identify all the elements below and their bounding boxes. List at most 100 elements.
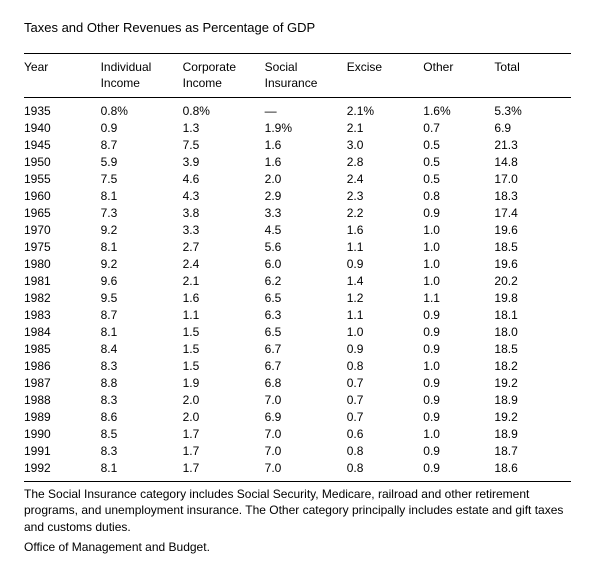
table-cell: 9.6 [101, 273, 183, 290]
table-cell: 3.3 [265, 205, 347, 222]
table-cell: 18.2 [494, 358, 571, 375]
table-row: 19758.12.75.61.11.018.5 [24, 239, 571, 256]
table-cell: 6.2 [265, 273, 347, 290]
table-cell: 0.9 [423, 392, 494, 409]
column-header: CorporateIncome [183, 54, 265, 98]
table-cell: 0.9 [423, 307, 494, 324]
table-cell: 1955 [24, 171, 101, 188]
table-cell: 2.0 [265, 171, 347, 188]
table-cell: 5.9 [101, 154, 183, 171]
table-cell: 2.4 [347, 171, 424, 188]
table-cell: 1.7 [183, 426, 265, 443]
table-cell: 1991 [24, 443, 101, 460]
table-cell: 1.3 [183, 120, 265, 137]
table-cell: 8.7 [101, 137, 183, 154]
table-cell: 7.3 [101, 205, 183, 222]
table-cell: 2.4 [183, 256, 265, 273]
table-cell: 0.9 [101, 120, 183, 137]
table-cell: 18.3 [494, 188, 571, 205]
table-cell: 18.6 [494, 460, 571, 482]
table-cell: 2.0 [183, 409, 265, 426]
table-row: 19848.11.56.51.00.918.0 [24, 324, 571, 341]
table-cell: 5.6 [265, 239, 347, 256]
table-row: 19608.14.32.92.30.818.3 [24, 188, 571, 205]
table-cell: 1.9% [265, 120, 347, 137]
table-cell: 8.5 [101, 426, 183, 443]
table-cell: 0.6 [347, 426, 424, 443]
table-cell: 5.3% [494, 98, 571, 120]
table-cell: 1980 [24, 256, 101, 273]
table-cell: 0.8 [347, 443, 424, 460]
table-cell: 0.7 [347, 392, 424, 409]
table-cell: 4.3 [183, 188, 265, 205]
table-cell: 20.2 [494, 273, 571, 290]
table-cell: 7.0 [265, 460, 347, 482]
table-cell: 1.0 [423, 358, 494, 375]
table-cell: 19.8 [494, 290, 571, 307]
table-cell: 1.6 [183, 290, 265, 307]
table-row: 19557.54.62.02.40.517.0 [24, 171, 571, 188]
table-cell: 1.0 [347, 324, 424, 341]
table-row: 19819.62.16.21.41.020.2 [24, 273, 571, 290]
table-cell: 18.7 [494, 443, 571, 460]
table-cell: 1965 [24, 205, 101, 222]
table-cell: 4.6 [183, 171, 265, 188]
table-cell: 8.8 [101, 375, 183, 392]
table-cell: 19.6 [494, 222, 571, 239]
table-row: 19505.93.91.62.80.514.8 [24, 154, 571, 171]
table-cell: 0.9 [347, 256, 424, 273]
table-cell: 17.4 [494, 205, 571, 222]
table-cell: 8.6 [101, 409, 183, 426]
table-cell: 1.1 [347, 307, 424, 324]
table-cell: 0.9 [423, 324, 494, 341]
table-cell: 18.0 [494, 324, 571, 341]
table-cell: 1935 [24, 98, 101, 120]
table-cell: 3.8 [183, 205, 265, 222]
table-cell: 0.8 [423, 188, 494, 205]
table-cell: 0.8% [183, 98, 265, 120]
table-cell: 6.0 [265, 256, 347, 273]
table-cell: 19.2 [494, 409, 571, 426]
table-cell: 8.7 [101, 307, 183, 324]
table-cell: 0.9 [423, 205, 494, 222]
table-row: 19898.62.06.90.70.919.2 [24, 409, 571, 426]
table-cell: 2.8 [347, 154, 424, 171]
revenue-table: YearIndividualIncomeCorporateIncomeSocia… [24, 53, 571, 482]
column-header: IndividualIncome [101, 54, 183, 98]
table-cell: 0.9 [423, 460, 494, 482]
table-cell: 8.4 [101, 341, 183, 358]
table-cell: 1982 [24, 290, 101, 307]
column-header: Excise [347, 54, 424, 98]
table-cell: — [265, 98, 347, 120]
table-row: 19878.81.96.80.70.919.2 [24, 375, 571, 392]
table-cell: 1986 [24, 358, 101, 375]
table-cell: 1.5 [183, 341, 265, 358]
table-cell: 18.5 [494, 341, 571, 358]
table-body: 19350.8%0.8%—2.1%1.6%5.3%19400.91.31.9%2… [24, 98, 571, 482]
table-cell: 2.7 [183, 239, 265, 256]
table-cell: 0.9 [423, 443, 494, 460]
table-cell: 6.5 [265, 290, 347, 307]
table-cell: 7.0 [265, 443, 347, 460]
footnote-text: The Social Insurance category includes S… [24, 486, 571, 535]
table-cell: 1.1 [347, 239, 424, 256]
table-cell: 14.8 [494, 154, 571, 171]
footnote-source: Office of Management and Budget. [24, 539, 571, 555]
table-cell: 8.1 [101, 188, 183, 205]
table-cell: 1983 [24, 307, 101, 324]
table-cell: 19.6 [494, 256, 571, 273]
table-cell: 1.5 [183, 358, 265, 375]
table-cell: 6.7 [265, 358, 347, 375]
table-cell: 1.2 [347, 290, 424, 307]
table-row: 19858.41.56.70.90.918.5 [24, 341, 571, 358]
table-cell: 6.9 [265, 409, 347, 426]
table-cell: 19.2 [494, 375, 571, 392]
table-cell: 7.5 [183, 137, 265, 154]
table-cell: 1.1 [423, 290, 494, 307]
table-cell: 1940 [24, 120, 101, 137]
table-cell: 1.0 [423, 426, 494, 443]
table-cell: 8.3 [101, 443, 183, 460]
table-cell: 1.0 [423, 239, 494, 256]
table-cell: 1987 [24, 375, 101, 392]
table-cell: 1.7 [183, 460, 265, 482]
